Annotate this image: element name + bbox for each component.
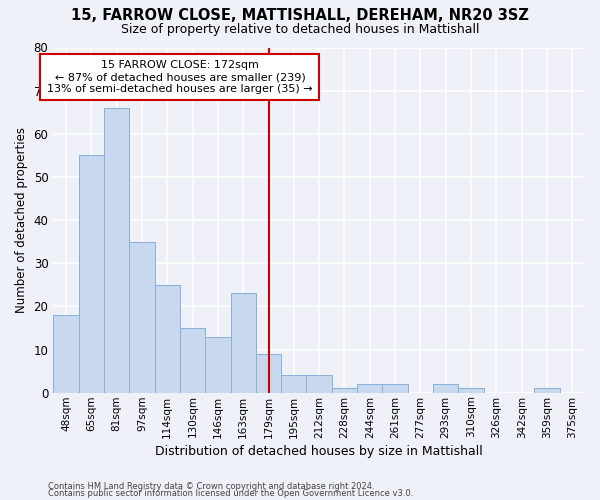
- Bar: [53, 315, 79, 392]
- Bar: [129, 242, 155, 392]
- Bar: [230, 294, 256, 392]
- X-axis label: Distribution of detached houses by size in Mattishall: Distribution of detached houses by size …: [155, 444, 483, 458]
- Bar: [79, 156, 104, 392]
- Bar: [357, 384, 382, 392]
- Bar: [155, 285, 180, 393]
- Bar: [332, 388, 357, 392]
- Bar: [205, 336, 230, 392]
- Bar: [307, 376, 332, 392]
- Bar: [256, 354, 281, 393]
- Bar: [180, 328, 205, 392]
- Bar: [535, 388, 560, 392]
- Text: Contains HM Land Registry data © Crown copyright and database right 2024.: Contains HM Land Registry data © Crown c…: [48, 482, 374, 491]
- Bar: [382, 384, 408, 392]
- Bar: [433, 384, 458, 392]
- Y-axis label: Number of detached properties: Number of detached properties: [15, 127, 28, 313]
- Bar: [281, 376, 307, 392]
- Text: Contains public sector information licensed under the Open Government Licence v3: Contains public sector information licen…: [48, 490, 413, 498]
- Text: 15, FARROW CLOSE, MATTISHALL, DEREHAM, NR20 3SZ: 15, FARROW CLOSE, MATTISHALL, DEREHAM, N…: [71, 8, 529, 22]
- Bar: [104, 108, 129, 393]
- Text: Size of property relative to detached houses in Mattishall: Size of property relative to detached ho…: [121, 22, 479, 36]
- Text: 15 FARROW CLOSE: 172sqm
← 87% of detached houses are smaller (239)
13% of semi-d: 15 FARROW CLOSE: 172sqm ← 87% of detache…: [47, 60, 313, 94]
- Bar: [458, 388, 484, 392]
